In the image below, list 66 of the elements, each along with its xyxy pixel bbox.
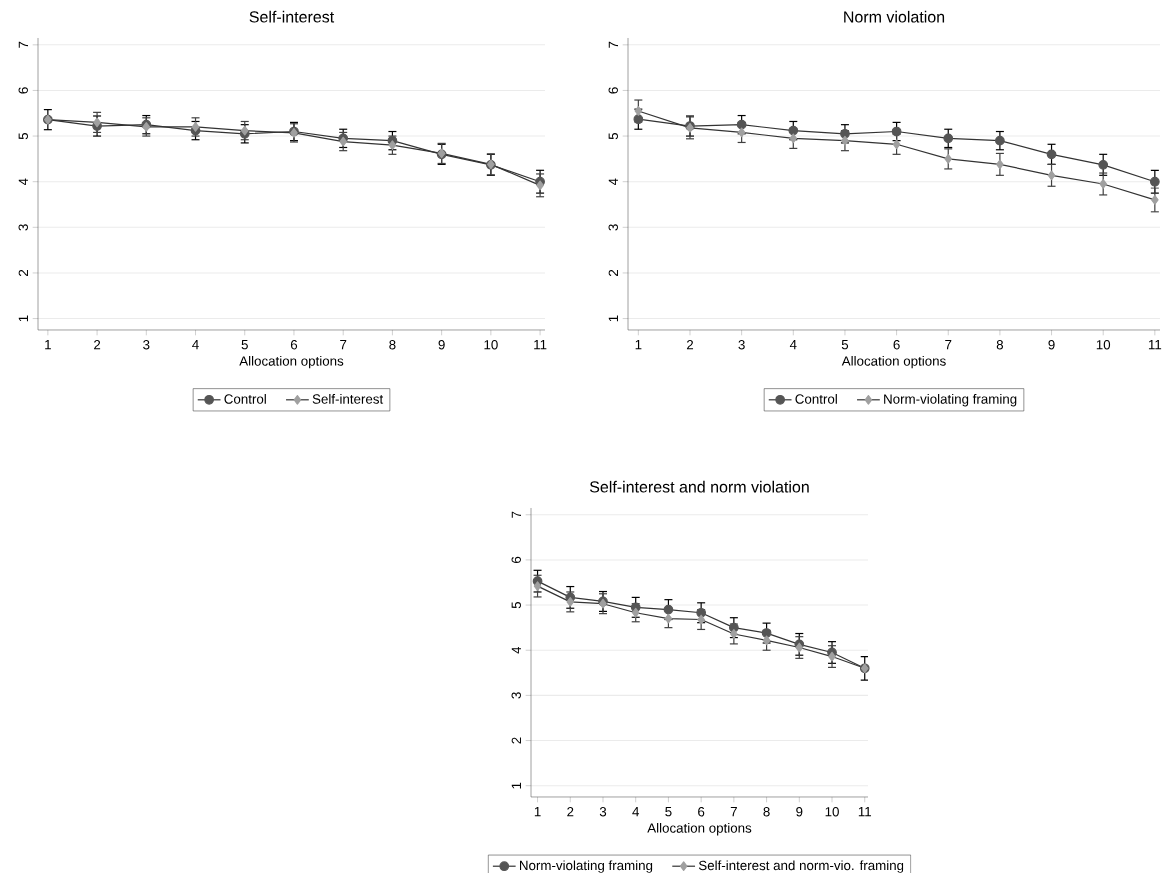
chart-title: Self-interest <box>249 10 335 23</box>
x-tick-label: 6 <box>698 807 705 817</box>
y-tick-label: 7 <box>18 41 28 48</box>
x-tick-label: 2 <box>686 340 694 350</box>
x-tick-label: 10 <box>1096 340 1111 350</box>
legend-label: Control <box>224 393 266 404</box>
y-tick-label: 6 <box>18 87 28 94</box>
x-tick-label: 5 <box>665 807 672 817</box>
chart-title: Norm violation <box>844 10 945 23</box>
x-tick-label: 8 <box>389 340 396 350</box>
x-tick-label: 4 <box>192 340 199 350</box>
x-tick-label: 6 <box>290 340 298 350</box>
x-tick-label: 3 <box>738 340 745 350</box>
x-tick-label: 9 <box>438 340 445 350</box>
y-tick-label: 3 <box>608 224 618 231</box>
x-tick-label: 4 <box>789 340 797 350</box>
x-tick-label: 9 <box>796 807 803 817</box>
x-tick-label: 8 <box>996 340 1004 350</box>
x-tick-label: 7 <box>730 807 737 817</box>
x-tick-label: 10 <box>825 807 839 817</box>
x-tick-label: 11 <box>534 340 547 350</box>
x-tick-label: 6 <box>893 340 900 350</box>
legend-label: Norm-violating framing <box>519 860 653 873</box>
y-tick-label: 6 <box>511 556 521 563</box>
x-tick-label: 3 <box>143 340 150 350</box>
x-tick-label: 5 <box>241 340 248 350</box>
x-tick-label: 1 <box>534 807 541 817</box>
x-tick-label: 1 <box>45 340 51 350</box>
y-tick-label: 7 <box>511 511 521 518</box>
x-axis-title: Allocation options <box>647 822 752 836</box>
y-tick-label: 5 <box>608 132 618 140</box>
y-tick-label: 5 <box>18 132 28 140</box>
x-tick-label: 2 <box>94 340 101 350</box>
y-tick-label: 2 <box>511 737 521 744</box>
chart-title: Self-interest and norm violation <box>589 480 809 493</box>
x-tick-label: 9 <box>1048 340 1055 350</box>
y-tick-label: 2 <box>18 269 28 276</box>
y-tick-label: 4 <box>18 178 28 186</box>
x-axis-title: Allocation options <box>841 355 946 369</box>
y-tick-label: 2 <box>608 269 618 276</box>
y-tick-label: 1 <box>18 315 28 322</box>
y-tick-label: 1 <box>608 315 618 322</box>
x-tick-label: 10 <box>484 340 498 350</box>
legend-label: Control <box>795 393 837 404</box>
y-tick-label: 3 <box>18 224 28 231</box>
x-axis-title: Allocation options <box>239 355 344 369</box>
x-tick-label: 3 <box>599 807 607 817</box>
legend-label: Self-interest and norm-vio. framing <box>698 860 904 873</box>
x-tick-label: 1 <box>635 340 642 350</box>
x-tick-label: 8 <box>763 807 770 817</box>
legend-label: Self-interest <box>312 393 384 404</box>
x-tick-label: 7 <box>945 340 952 350</box>
x-tick-label: 2 <box>567 807 574 817</box>
x-tick-label: 11 <box>858 807 872 817</box>
y-tick-label: 6 <box>608 87 618 94</box>
x-tick-label: 11 <box>1148 340 1162 350</box>
y-tick-label: 4 <box>608 178 618 186</box>
x-tick-label: 7 <box>340 340 347 350</box>
x-tick-label: 5 <box>841 340 849 350</box>
x-tick-label: 4 <box>632 807 640 817</box>
y-tick-label: 7 <box>608 41 618 48</box>
y-tick-label: 3 <box>511 692 521 699</box>
y-tick-label: 1 <box>511 782 521 789</box>
legend-label: Norm-violating framing <box>884 393 1017 407</box>
y-tick-label: 4 <box>511 646 521 654</box>
y-tick-label: 5 <box>511 601 521 609</box>
